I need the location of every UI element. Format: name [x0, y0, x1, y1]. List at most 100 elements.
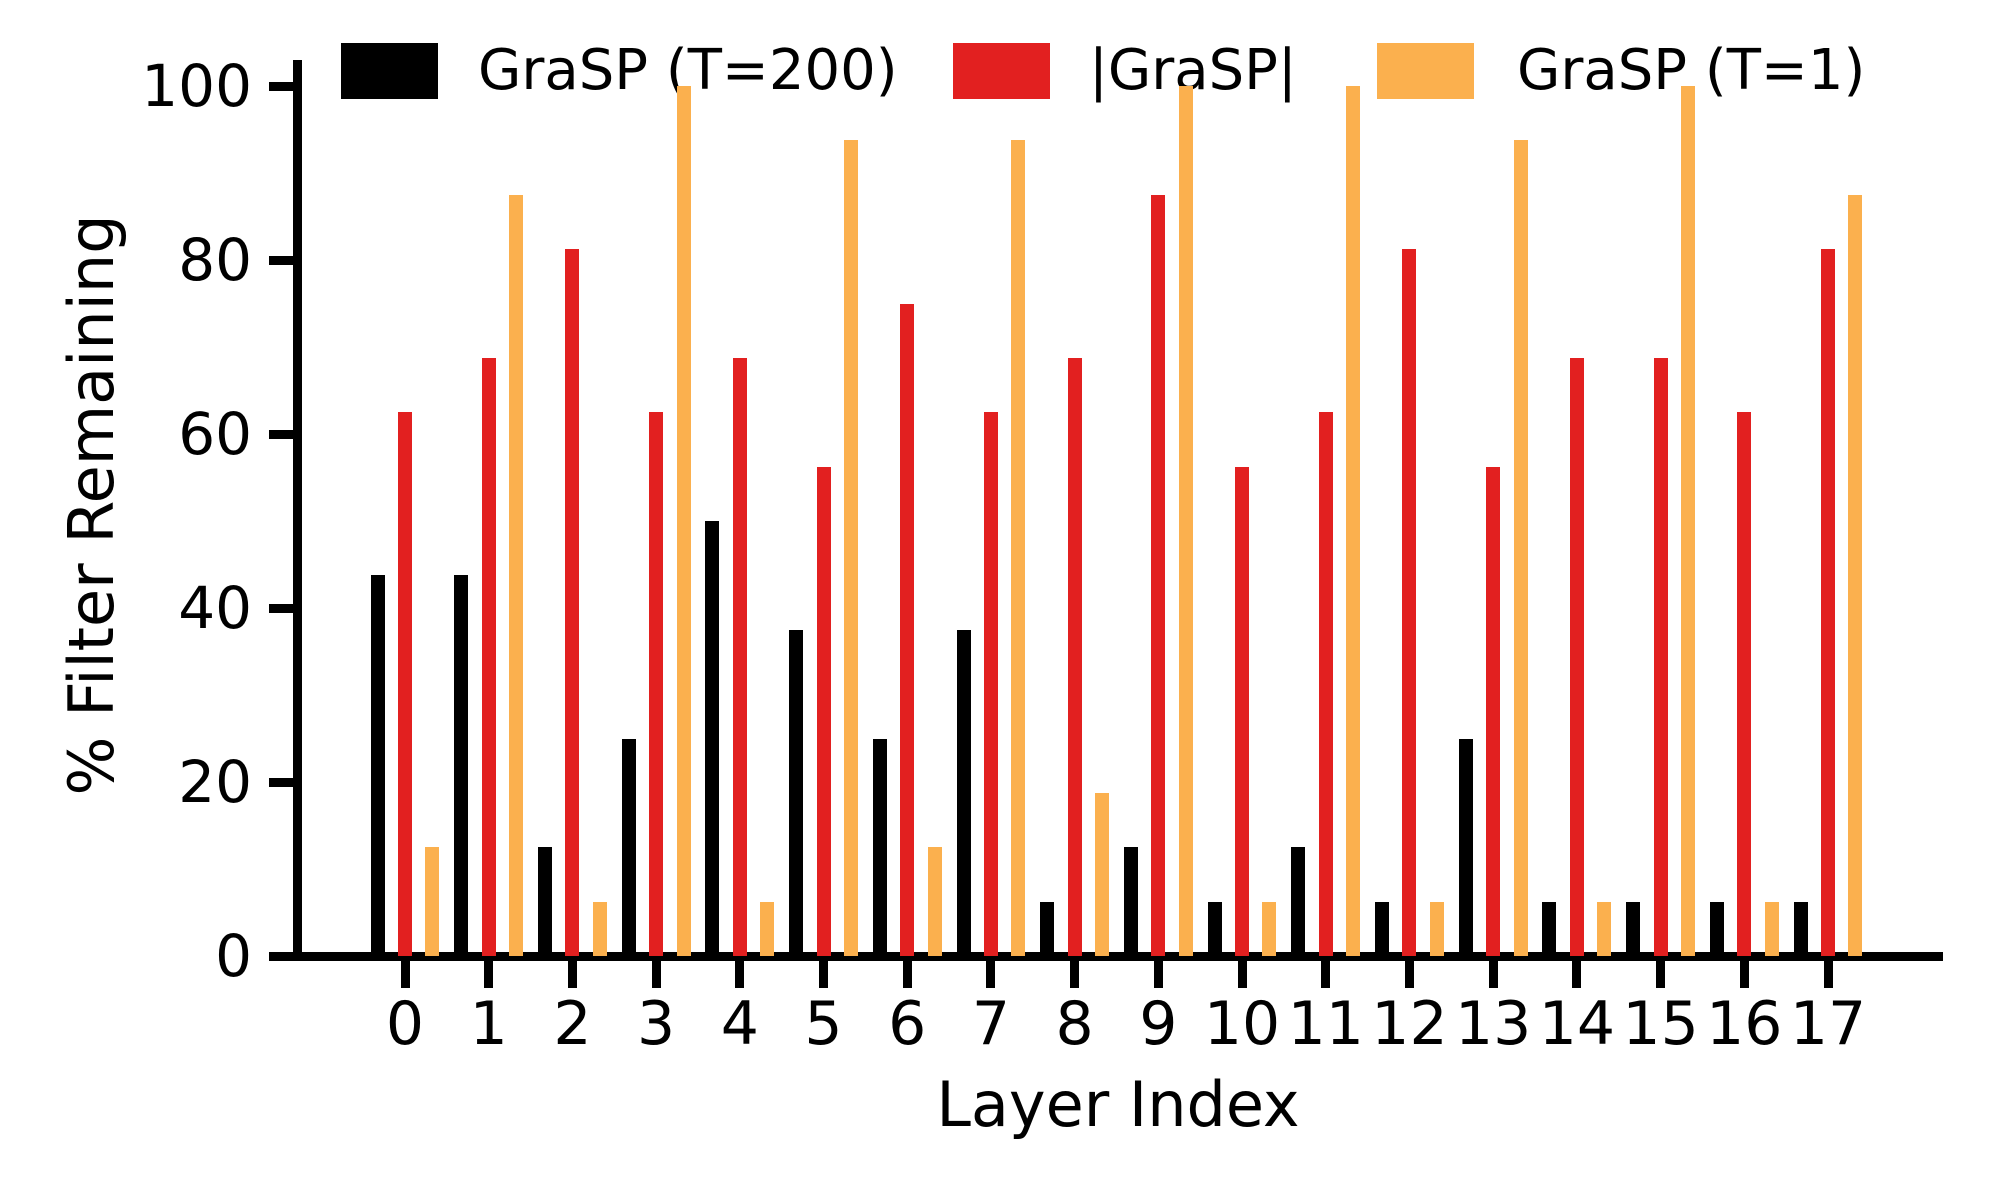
bar-grasp-layer-15 — [1653, 357, 1668, 956]
bar-grasp-t-1-layer-2 — [592, 901, 607, 956]
bar-grasp-t-1-layer-6 — [927, 847, 942, 956]
x-tick-label: 9 — [1139, 989, 1178, 1059]
bar-grasp-t-200-layer-1 — [454, 575, 469, 956]
bar-grasp-t-1-layer-1 — [509, 194, 524, 956]
x-tick — [400, 956, 410, 988]
x-tick-label: 8 — [1055, 989, 1094, 1059]
y-tick-label: 100 — [141, 52, 252, 120]
x-tick — [1153, 956, 1163, 988]
bar-grasp-t-200-layer-2 — [538, 847, 552, 956]
x-tick-label: 12 — [1371, 989, 1448, 1059]
x-tick — [651, 956, 661, 988]
bar-grasp-t-200-layer-8 — [1040, 901, 1055, 956]
bar-grasp-t-1-layer-4 — [760, 901, 775, 956]
bar-grasp-layer-2 — [565, 249, 580, 956]
bar-grasp-layer-3 — [649, 412, 664, 956]
legend-swatch-grasp-t1 — [1377, 43, 1474, 99]
y-tick — [269, 777, 293, 787]
bar-grasp-t-200-layer-15 — [1626, 901, 1641, 956]
x-tick — [484, 956, 494, 988]
bar-grasp-t-200-layer-4 — [705, 521, 720, 956]
x-tick-label: 0 — [385, 989, 425, 1059]
bar-grasp-t-1-layer-10 — [1262, 901, 1277, 956]
bar-grasp-layer-16 — [1737, 412, 1752, 956]
bar-grasp-t-1-layer-11 — [1346, 86, 1361, 956]
bar-grasp-layer-14 — [1569, 357, 1584, 956]
bar-grasp-layer-8 — [1067, 357, 1082, 956]
x-tick — [902, 956, 912, 988]
bar-grasp-layer-9 — [1151, 194, 1166, 956]
bar-grasp-t-1-layer-3 — [676, 86, 691, 956]
x-tick-label: 4 — [720, 989, 759, 1059]
x-tick — [1404, 956, 1414, 988]
x-tick-label: 14 — [1538, 989, 1616, 1059]
bar-grasp-t-200-layer-9 — [1123, 847, 1138, 956]
legend-swatch-abs-grasp — [953, 43, 1050, 99]
legend-label-abs-grasp: |GraSP| — [1089, 38, 1297, 103]
y-tick-label: 60 — [178, 400, 252, 468]
x-axis-label: Layer Index — [936, 1068, 1300, 1141]
bar-grasp-t-200-layer-0 — [370, 575, 385, 956]
bar-grasp-layer-5 — [816, 466, 831, 956]
x-axis-spine — [293, 952, 1943, 961]
y-tick-label: 0 — [215, 922, 252, 990]
x-tick-label: 3 — [637, 989, 676, 1059]
bar-grasp-t-1-layer-9 — [1178, 86, 1193, 956]
y-tick-label: 80 — [178, 226, 252, 294]
y-tick-label: 40 — [178, 574, 252, 642]
y-tick-label: 20 — [178, 748, 252, 816]
bar-grasp-t-200-layer-3 — [621, 738, 636, 956]
bar-grasp-t-1-layer-17 — [1848, 194, 1863, 956]
bar-grasp-t-200-layer-13 — [1458, 738, 1473, 956]
bar-grasp-t-200-layer-5 — [789, 629, 804, 956]
bar-grasp-t-1-layer-0 — [425, 847, 440, 956]
y-axis-label: % Filter Remaining — [55, 214, 128, 796]
bar-grasp-t-1-layer-5 — [843, 140, 858, 956]
x-tick-label: 10 — [1203, 989, 1281, 1059]
y-tick — [269, 951, 293, 961]
bar-grasp-t-1-layer-16 — [1764, 901, 1779, 956]
bar-grasp-t-1-layer-14 — [1597, 901, 1612, 956]
bar-grasp-t-1-layer-8 — [1095, 792, 1110, 956]
bar-grasp-t-200-layer-10 — [1207, 901, 1222, 956]
bar-grasp-t-200-layer-16 — [1709, 901, 1724, 956]
bar-grasp-t-200-layer-6 — [872, 738, 887, 956]
y-axis-spine — [293, 60, 302, 960]
bar-grasp-t-200-layer-17 — [1793, 901, 1808, 956]
x-tick — [735, 956, 745, 988]
y-tick — [269, 603, 293, 613]
bar-grasp-layer-11 — [1318, 412, 1333, 956]
x-tick-label: 16 — [1706, 989, 1783, 1059]
bar-grasp-t-1-layer-15 — [1680, 86, 1695, 956]
x-tick-label: 2 — [553, 989, 592, 1059]
x-tick — [1488, 956, 1498, 988]
bar-grasp-layer-10 — [1235, 466, 1250, 956]
bar-grasp-layer-13 — [1486, 466, 1501, 956]
bar-grasp-layer-17 — [1821, 249, 1835, 956]
bar-grasp-layer-6 — [900, 303, 915, 956]
x-tick-label: 5 — [804, 989, 843, 1059]
y-tick — [269, 81, 293, 91]
x-tick — [819, 956, 829, 988]
y-tick — [269, 429, 293, 439]
bar-grasp-t-1-layer-12 — [1429, 901, 1444, 956]
bar-grasp-t-200-layer-12 — [1375, 901, 1390, 956]
x-tick — [567, 956, 577, 988]
bar-grasp-layer-4 — [732, 357, 747, 956]
x-tick — [1739, 956, 1749, 988]
x-tick-label: 13 — [1454, 989, 1532, 1059]
x-tick — [986, 956, 996, 988]
bar-grasp-layer-1 — [481, 357, 496, 956]
bar-grasp-t-200-layer-14 — [1542, 901, 1557, 956]
bar-grasp-t-200-layer-7 — [956, 629, 971, 956]
bar-grasp-layer-0 — [398, 412, 412, 956]
x-tick-label: 11 — [1287, 989, 1364, 1059]
x-tick — [1823, 956, 1833, 988]
legend-swatch-grasp-t200 — [341, 43, 438, 99]
bar-grasp-layer-12 — [1402, 249, 1417, 956]
bar-grasp-t-1-layer-7 — [1011, 140, 1026, 956]
x-tick-label: 7 — [971, 989, 1011, 1059]
x-tick — [1321, 956, 1331, 988]
x-tick-label: 15 — [1622, 989, 1699, 1059]
